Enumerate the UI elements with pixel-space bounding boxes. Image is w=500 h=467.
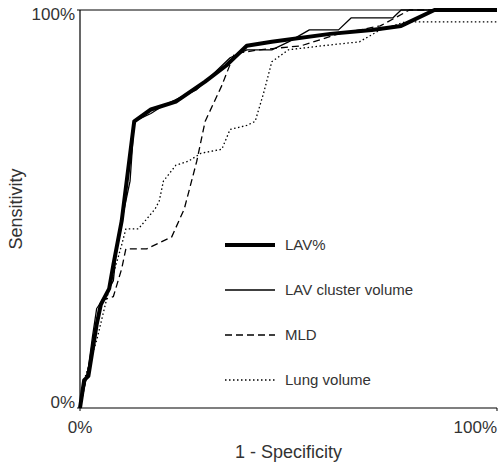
y-axis-label: Sensitivity [6, 168, 26, 249]
legend-label: Lung volume [285, 371, 371, 388]
roc-line [80, 10, 497, 408]
y-tick [77, 10, 80, 11]
legend-swatch [225, 289, 275, 290]
legend-swatch [225, 243, 275, 247]
roc-line [80, 10, 497, 408]
roc-line [80, 10, 497, 408]
legend-label: MLD [285, 326, 317, 343]
legend: LAV% LAV cluster volume MLD Lung volume [225, 236, 413, 388]
x-tick-label: 100% [454, 418, 497, 437]
y-tick-label: 0% [50, 393, 75, 412]
roc-line [80, 22, 497, 408]
plot-area [80, 10, 497, 408]
y-axis-line [79, 10, 80, 408]
x-axis-line [80, 407, 497, 408]
legend-label: LAV cluster volume [285, 281, 413, 298]
legend-label: LAV% [285, 236, 326, 253]
x-tick-label: 0% [68, 418, 93, 437]
x-axis-label: 1 - Specificity [235, 442, 342, 462]
y-tick-label: 100% [32, 5, 75, 24]
x-tick [497, 408, 498, 411]
legend-swatch [225, 334, 275, 335]
chart: 0% 100% 0% 100% 1 - Specificity Sensitivity LA… [0, 0, 500, 467]
legend-swatch [225, 379, 275, 380]
